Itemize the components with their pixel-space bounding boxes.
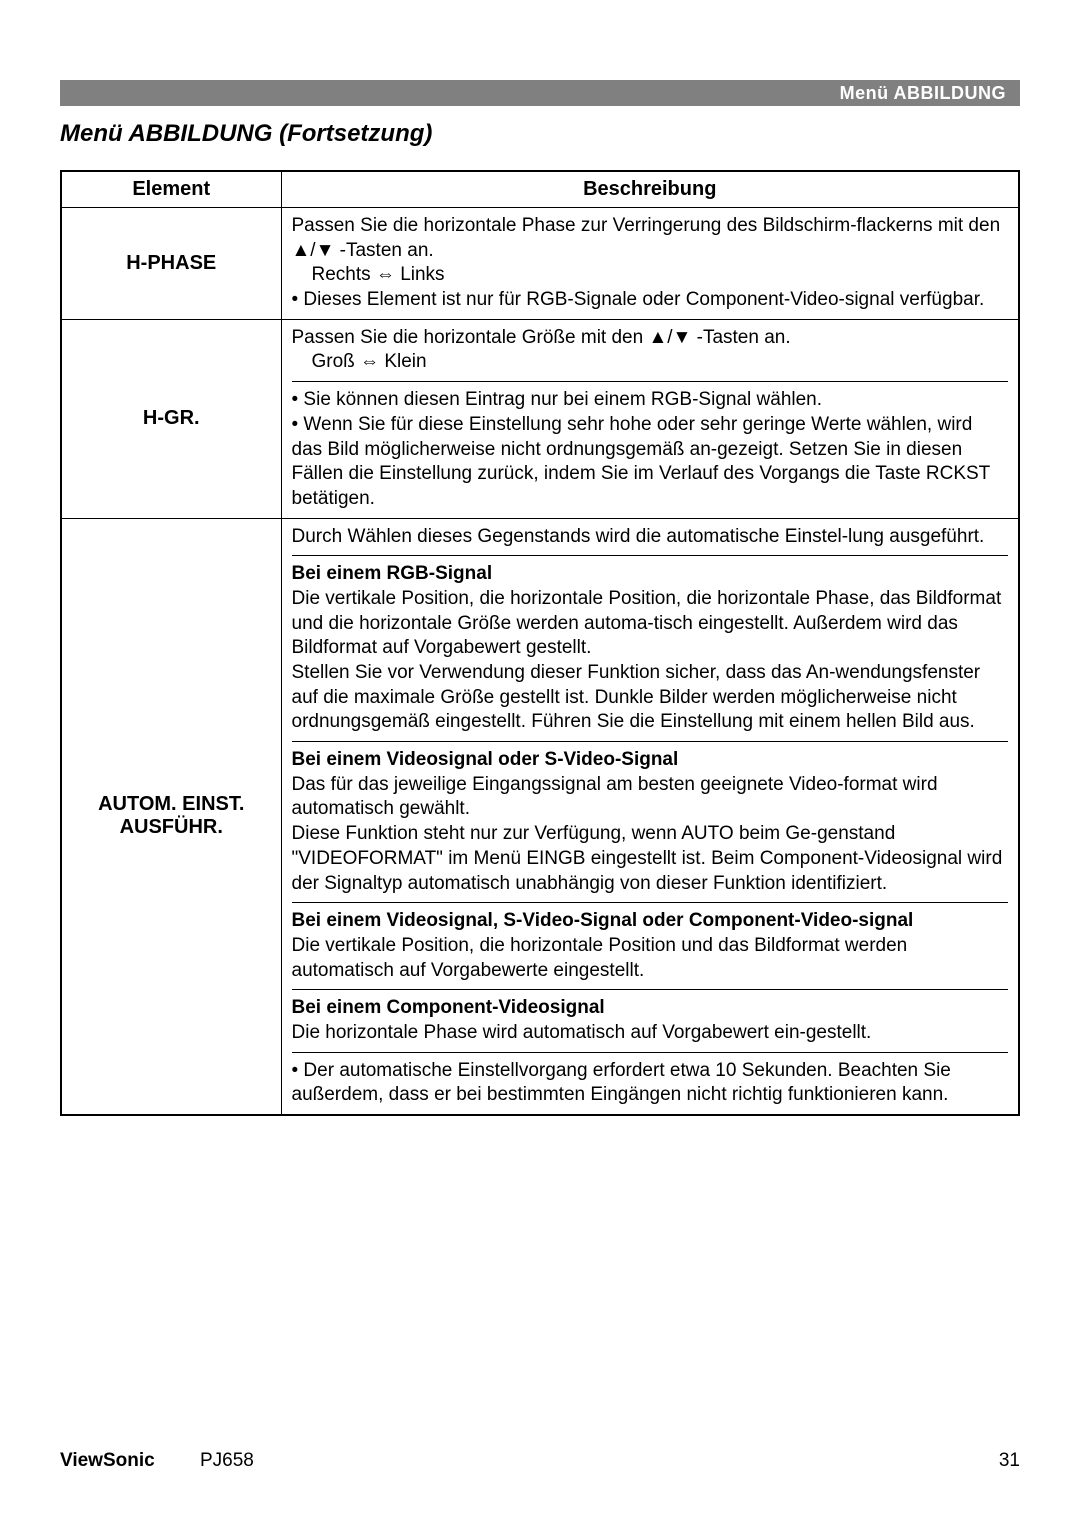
row-element-hphase: H-PHASE	[61, 208, 281, 320]
footer-model: PJ658	[200, 1450, 254, 1471]
table-row: H-GR. Passen Sie die horizontale Größe m…	[61, 319, 1019, 518]
desc-text: • Sie können diesen Eintrag nur bei eine…	[292, 388, 1009, 413]
col-header-element: Element	[61, 171, 281, 208]
breadcrumb: Menü ABBILDUNG	[840, 83, 1006, 104]
desc-range: Groß ⇔ Klein	[292, 350, 1009, 375]
section-title: Bei einem RGB-Signal	[292, 562, 1009, 587]
section-title: Bei einem Videosignal oder S-Video-Signa…	[292, 748, 1009, 773]
desc-text: Durch Wählen dieses Gegenstands wird die…	[292, 525, 1009, 550]
desc-text: Die vertikale Position, die horizontale …	[292, 587, 1009, 661]
desc-text: Die vertikale Position, die horizontale …	[292, 934, 1009, 983]
desc-text: Stellen Sie vor Verwendung dieser Funkti…	[292, 661, 1009, 735]
desc-text: Passen Sie die horizontale Phase zur Ver…	[292, 214, 1009, 263]
header-bar: Menü ABBILDUNG	[60, 80, 1020, 106]
footer-brand: ViewSonic	[60, 1450, 155, 1471]
footer-left: ViewSonic PJ658	[60, 1450, 254, 1472]
page-title: Menü ABBILDUNG (Fortsetzung)	[60, 120, 432, 148]
desc-text: Das für das jeweilige Eingangssignal am …	[292, 773, 1009, 822]
desc-range: Rechts ⇔ Links	[292, 263, 1009, 288]
desc-text: • Wenn Sie für diese Einstellung sehr ho…	[292, 413, 1009, 512]
settings-table: Element Beschreibung H-PHASE Passen Sie …	[60, 170, 1020, 1116]
desc-text: • Dieses Element ist nur für RGB-Signale…	[292, 288, 1009, 313]
desc-text: Passen Sie die horizontale Größe mit den…	[292, 326, 1009, 351]
table-row: AUTOM. EINST. AUSFÜHR. Durch Wählen dies…	[61, 518, 1019, 1115]
row-element-hgr: H-GR.	[61, 319, 281, 518]
row-desc-autom: Durch Wählen dieses Gegenstands wird die…	[281, 518, 1019, 1115]
row-desc-hphase: Passen Sie die horizontale Phase zur Ver…	[281, 208, 1019, 320]
table-row: H-PHASE Passen Sie die horizontale Phase…	[61, 208, 1019, 320]
row-element-autom: AUTOM. EINST. AUSFÜHR.	[61, 518, 281, 1115]
footer-page-number: 31	[999, 1450, 1020, 1472]
desc-note: • Der automatische Einstellvorgang erfor…	[292, 1059, 1009, 1108]
desc-text: Die horizontale Phase wird automatisch a…	[292, 1021, 1009, 1046]
row-desc-hgr: Passen Sie die horizontale Größe mit den…	[281, 319, 1019, 518]
footer: ViewSonic PJ658 31	[60, 1450, 1020, 1472]
section-title: Bei einem Videosignal, S-Video-Signal od…	[292, 909, 1009, 934]
col-header-description: Beschreibung	[281, 171, 1019, 208]
desc-text: Diese Funktion steht nur zur Verfügung, …	[292, 822, 1009, 896]
table-header-row: Element Beschreibung	[61, 171, 1019, 208]
section-title: Bei einem Component-Videosignal	[292, 996, 1009, 1021]
